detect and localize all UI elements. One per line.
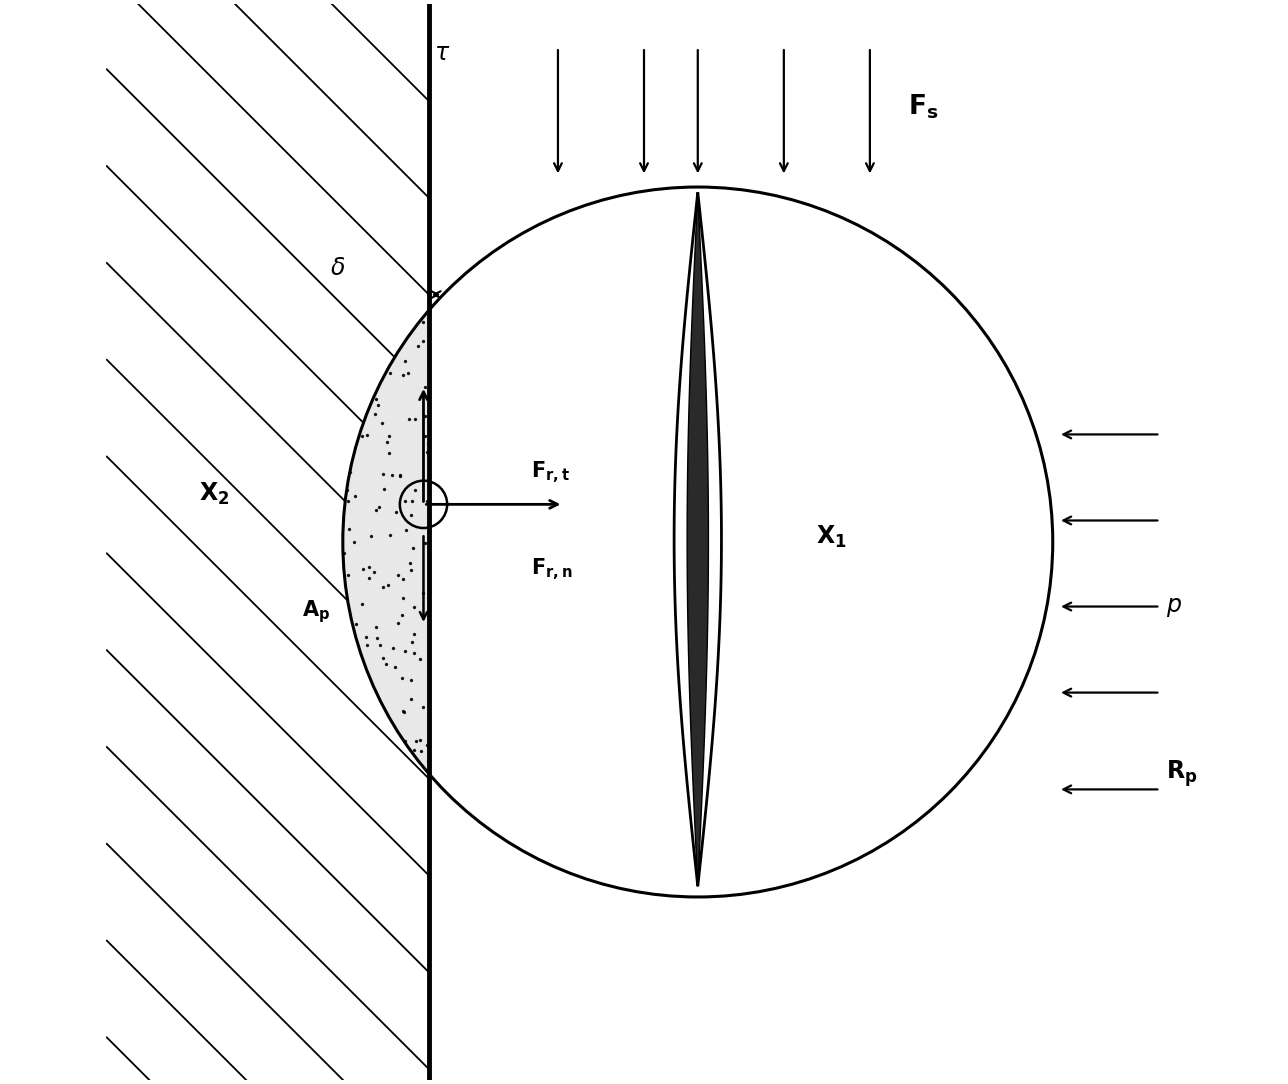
- Text: $\mathbf{X_2}$: $\mathbf{X_2}$: [198, 480, 229, 506]
- Polygon shape: [674, 192, 721, 887]
- Text: $\mathbf{F_{r,n}}$: $\mathbf{F_{r,n}}$: [531, 556, 572, 582]
- Text: $\mathbf{F_{r,t}}$: $\mathbf{F_{r,t}}$: [531, 460, 569, 485]
- Text: $\delta$: $\delta$: [330, 256, 345, 280]
- Bar: [106, 4, 429, 1080]
- Text: $\mathbf{R_p}$: $\mathbf{R_p}$: [1166, 758, 1198, 789]
- Polygon shape: [343, 188, 429, 896]
- Text: $\mathbf{X_1}$: $\mathbf{X_1}$: [817, 524, 846, 550]
- Text: $\mathbf{F_s}$: $\mathbf{F_s}$: [908, 92, 938, 120]
- Text: $\mathbf{A_p}$: $\mathbf{A_p}$: [301, 598, 330, 625]
- Text: $p$: $p$: [1166, 594, 1181, 619]
- Text: $\tau$: $\tau$: [434, 40, 451, 65]
- Polygon shape: [687, 192, 708, 887]
